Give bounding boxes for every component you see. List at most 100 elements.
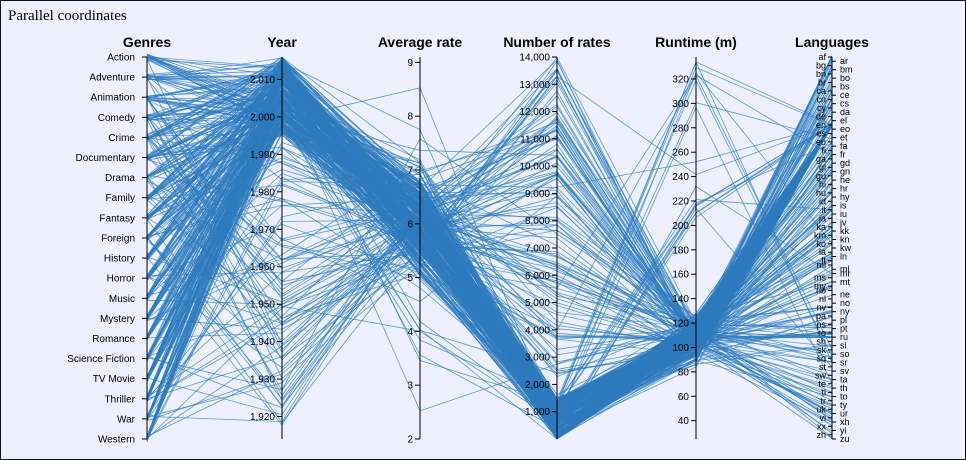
axis-title: Number of rates <box>503 34 611 50</box>
language-label-bm: bm <box>840 65 853 75</box>
category-label-history: History <box>104 254 135 265</box>
language-label-si: si <box>840 341 847 351</box>
language-label-uk: uk <box>816 404 826 414</box>
tick-label: 3,000 <box>525 353 550 364</box>
tick-label: 140 <box>672 294 689 305</box>
data-polyline <box>146 155 833 426</box>
language-label-kw: kw <box>840 243 852 253</box>
language-label-ur: ur <box>840 409 848 419</box>
language-label-ja: ja <box>818 213 826 223</box>
data-polyline <box>146 72 833 402</box>
language-label-ar: ar <box>840 56 848 66</box>
tick-label: 160 <box>672 270 689 281</box>
language-label-mi: mi <box>817 260 827 270</box>
tick-label: 6,000 <box>525 271 550 282</box>
language-label-ka: ka <box>816 222 826 232</box>
tick-label: 8,000 <box>525 216 550 227</box>
language-label-fr: fr <box>840 150 846 160</box>
data-polyline <box>146 83 833 435</box>
language-label-el: el <box>840 116 847 126</box>
category-label-romance: Romance <box>92 334 135 345</box>
data-polyline <box>146 96 833 431</box>
language-label-my: my <box>814 281 826 291</box>
language-label-cn: cn <box>816 94 826 104</box>
tick-label: 260 <box>672 148 689 159</box>
language-label-kk: kk <box>840 226 850 236</box>
tick-label: 1,930 <box>250 375 275 386</box>
axis-year: Year 1,920 1,930 1,940 1,950 1,960 1,970 1,980 1… <box>250 34 297 439</box>
data-polyline <box>146 61 833 431</box>
language-label-bn: bn <box>816 69 826 79</box>
language-label-hy: hy <box>840 192 850 202</box>
data-polyline <box>146 61 833 407</box>
data-polyline <box>146 75 833 416</box>
data-polyline <box>146 64 833 409</box>
language-label-zu: zu <box>840 434 850 444</box>
language-label-la: la <box>819 247 826 257</box>
language-label-pl: pl <box>840 315 847 325</box>
tick-label: 7,000 <box>525 244 550 255</box>
data-polyline <box>146 74 833 361</box>
language-label-xh: xh <box>840 417 850 427</box>
language-label-mr: mr <box>840 268 851 278</box>
data-polyline <box>146 82 833 337</box>
language-label-no: no <box>840 298 850 308</box>
axis-title: Average rate <box>378 34 463 50</box>
language-label-cy: cy <box>817 103 827 113</box>
language-label-iu: iu <box>840 209 847 219</box>
language-label-ta: ta <box>840 375 848 385</box>
tick-label: 2 <box>407 435 413 446</box>
language-label-ml: ml <box>840 264 850 274</box>
language-label-he: he <box>840 175 850 185</box>
language-label-to: to <box>840 392 848 402</box>
data-polyline <box>146 84 833 345</box>
language-label-ty: ty <box>840 400 848 410</box>
tick-label: 2,010 <box>250 75 275 86</box>
language-label-gl: gl <box>819 162 826 172</box>
data-polyline <box>146 99 833 430</box>
axis-runtime-m: Runtime (m) 40 60 80 100 120 140 160 180 200 220 24… <box>655 34 737 439</box>
language-label-tr: tr <box>821 396 827 406</box>
language-label-sh: sh <box>816 336 826 346</box>
language-label-zh: zh <box>816 430 826 440</box>
tick-label: 100 <box>672 343 689 354</box>
chart-title: Parallel coordinates <box>8 8 127 24</box>
language-label-sv: sv <box>840 366 850 376</box>
language-label-mt: mt <box>840 277 850 287</box>
category-label-adventure: Adventure <box>89 73 135 84</box>
language-label-so: so <box>840 349 850 359</box>
axis-title: Year <box>267 34 297 50</box>
language-label-br: br <box>818 77 826 87</box>
language-label-tl: tl <box>822 387 827 397</box>
tick-label: 320 <box>672 74 689 85</box>
language-label-ko: ko <box>816 239 826 249</box>
data-polyline <box>146 214 833 417</box>
axes-layer: Genres Action Adventure Animation Comedy Crim… <box>67 34 869 446</box>
tick-label: 80 <box>678 367 690 378</box>
polylines-layer <box>146 53 833 442</box>
language-label-ms: ms <box>814 273 826 283</box>
language-label-is: is <box>840 201 847 211</box>
category-label-action: Action <box>107 53 135 64</box>
category-label-war: War <box>117 414 136 425</box>
language-label-vi: vi <box>820 413 827 423</box>
category-label-western: Western <box>98 435 135 446</box>
category-label-foreign: Foreign <box>101 233 135 244</box>
language-label-nv: nv <box>816 302 826 312</box>
language-label-id: id <box>819 196 826 206</box>
language-label-es: es <box>816 128 826 138</box>
tick-label: 60 <box>678 392 690 403</box>
language-label-hi: hi <box>819 179 826 189</box>
tick-label: 14,000 <box>519 53 550 64</box>
language-label-et: et <box>840 133 848 143</box>
tick-label: 1,960 <box>250 262 275 273</box>
tick-label: 1,000 <box>525 407 550 418</box>
language-label-ps: ps <box>816 319 826 329</box>
tick-label: 1,920 <box>250 412 275 423</box>
tick-label: 1,950 <box>250 300 275 311</box>
language-label-ne: ne <box>840 290 850 300</box>
language-label-ny: ny <box>840 307 850 317</box>
tick-label: 2,000 <box>525 380 550 391</box>
language-label-en: en <box>816 120 826 130</box>
data-polyline <box>146 56 833 323</box>
